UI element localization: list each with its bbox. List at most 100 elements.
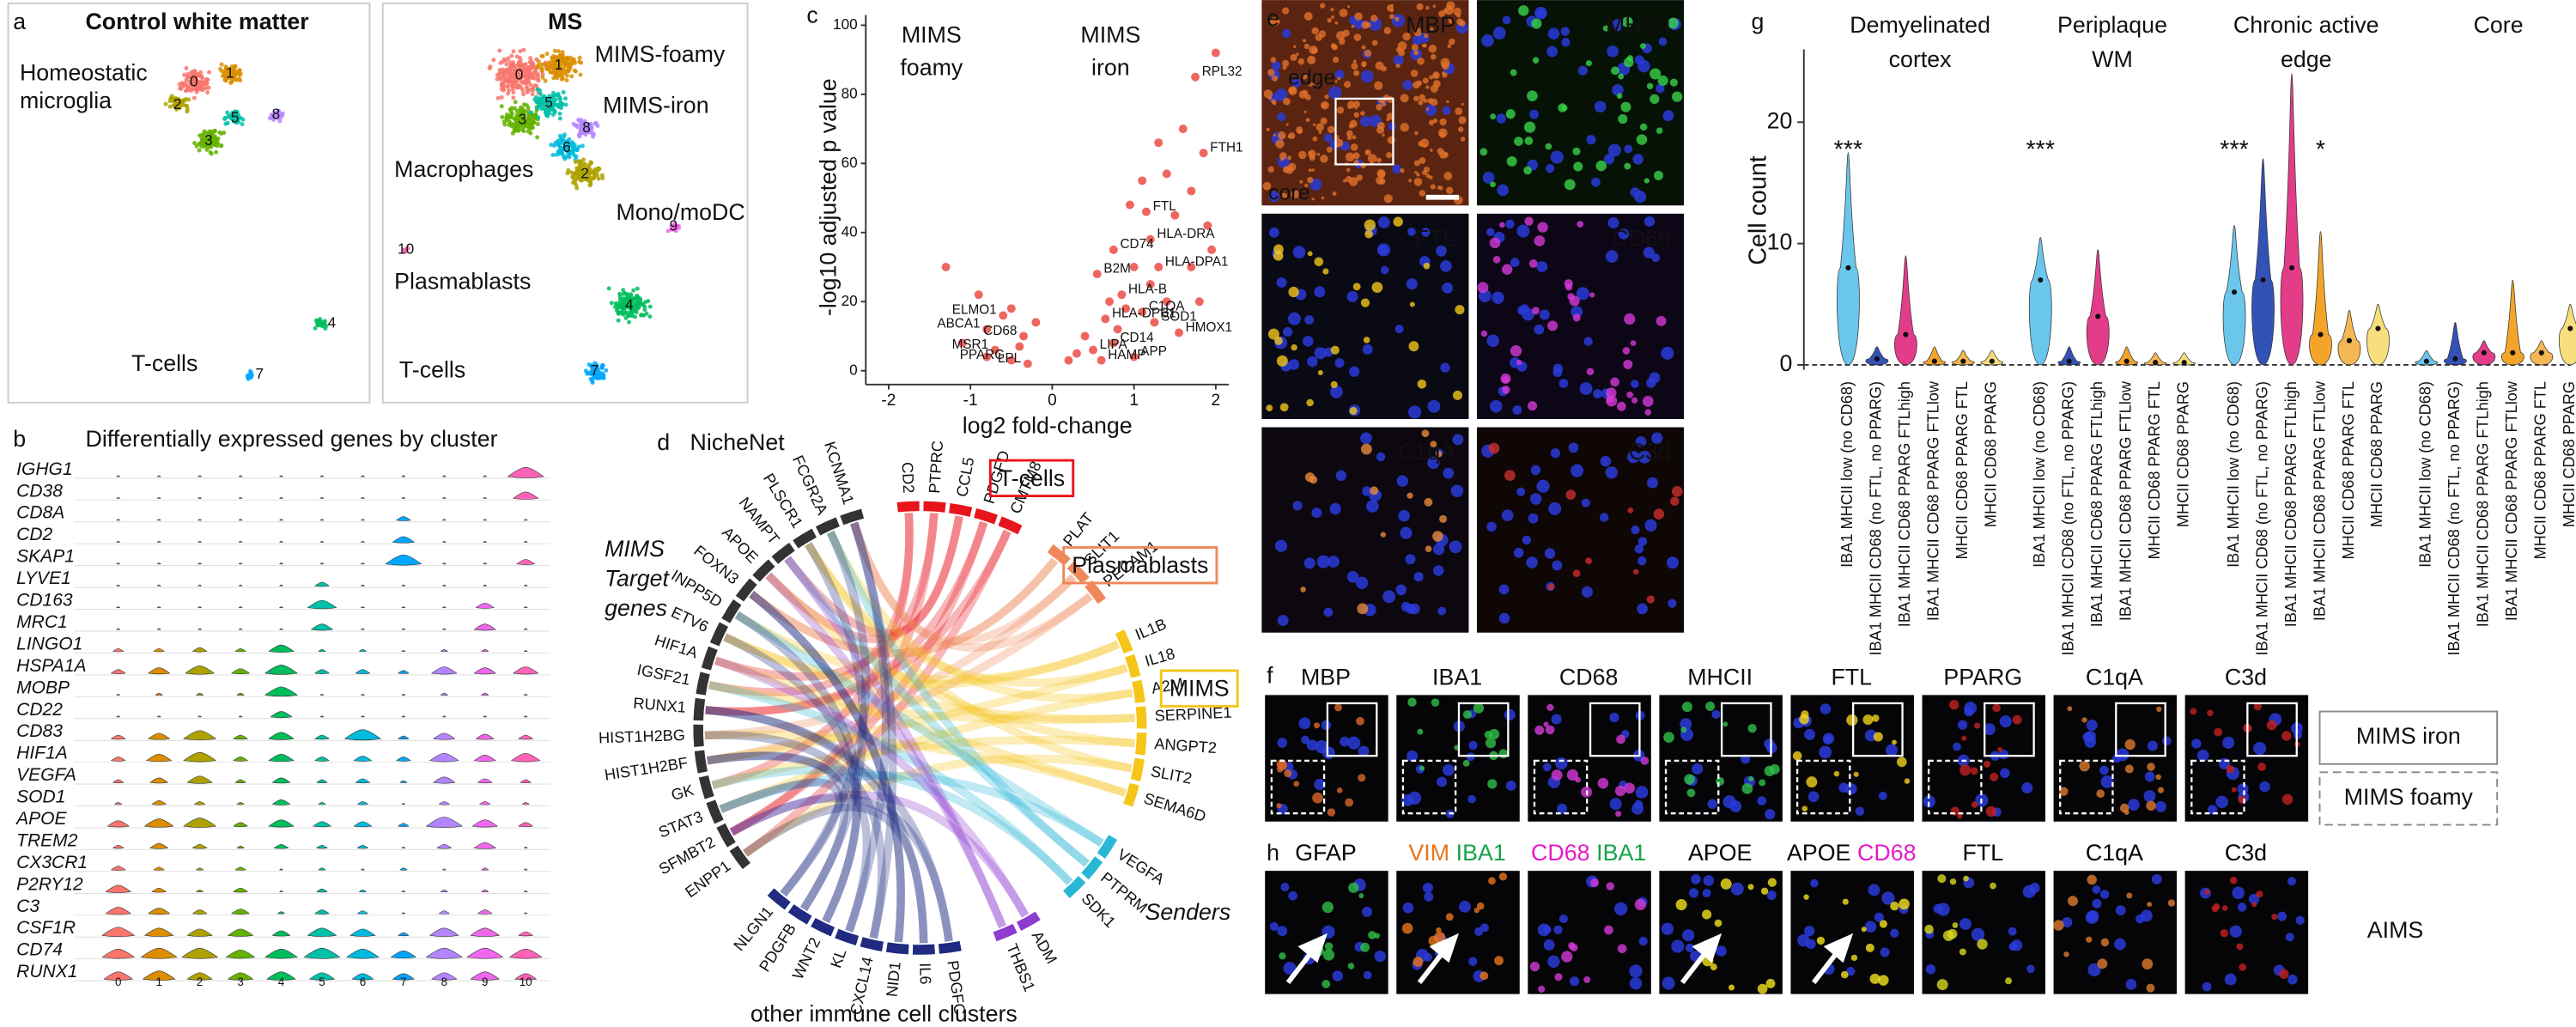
nucleus	[1685, 943, 1695, 952]
chord-arc	[923, 501, 946, 513]
stain	[1524, 216, 1534, 226]
cell-point	[271, 117, 276, 122]
cell-point	[564, 77, 569, 82]
cell-point	[538, 92, 544, 97]
stain-label: PPARG	[1943, 664, 2022, 690]
point	[1064, 356, 1073, 365]
violin	[270, 711, 293, 719]
cell-point	[535, 106, 540, 111]
stain	[1273, 101, 1277, 106]
x-tick-label: 1	[155, 975, 161, 988]
nucleus	[2115, 905, 2126, 916]
stain	[1428, 45, 1437, 53]
cell-point	[535, 135, 540, 140]
stain	[1518, 5, 1529, 16]
cell-point	[185, 71, 191, 76]
stain	[2067, 896, 2078, 907]
stain	[1321, 100, 1329, 110]
micrograph	[1477, 0, 1685, 206]
stain	[1457, 126, 1464, 132]
stain	[1381, 101, 1387, 106]
nucleus	[2099, 890, 2110, 899]
cluster-label: 0	[515, 66, 524, 83]
cell-point	[600, 371, 605, 376]
nucleus	[1878, 791, 1887, 800]
cell-point	[550, 153, 556, 158]
cell-point	[313, 325, 318, 331]
stain	[1315, 123, 1324, 131]
nucleus	[1637, 537, 1648, 546]
chord	[850, 521, 1093, 653]
stain	[2097, 958, 2108, 969]
stain	[1352, 283, 1361, 291]
nucleus	[1497, 184, 1510, 197]
stain	[1759, 779, 1766, 787]
nucleus	[1287, 312, 1301, 325]
stain	[1853, 771, 1859, 777]
nucleus	[2026, 964, 2035, 974]
cell-point	[201, 87, 206, 92]
nucleus	[1412, 35, 1423, 46]
axis-caption: genes	[605, 595, 667, 621]
cell-point	[553, 97, 558, 102]
chord	[729, 790, 1030, 918]
gene-label: C3	[16, 896, 39, 916]
cell-point	[562, 134, 567, 139]
stain	[1632, 568, 1639, 575]
violin	[2222, 225, 2246, 366]
point	[1154, 138, 1163, 148]
nucleus	[1546, 46, 1558, 58]
nucleus	[1552, 560, 1563, 571]
point	[1138, 176, 1147, 185]
point-label: HLA-DRA	[1157, 227, 1215, 241]
cell-point	[193, 74, 198, 79]
stain	[1452, 390, 1463, 400]
stain	[1899, 898, 1910, 910]
chord-arc	[1066, 561, 1090, 584]
stain	[1947, 928, 1958, 939]
stain	[1364, 49, 1372, 58]
umap-annotation: T-cells	[399, 357, 465, 383]
nucleus	[2202, 981, 2212, 992]
violin	[507, 467, 544, 478]
nucleus	[1702, 889, 1711, 898]
cell-point	[248, 370, 253, 375]
stain	[1348, 882, 1359, 893]
violin	[112, 647, 125, 653]
violin	[523, 606, 528, 609]
violin	[518, 822, 534, 828]
chord-arc	[716, 823, 736, 848]
stain	[1937, 874, 1947, 884]
cell-point	[539, 53, 544, 58]
violin	[197, 606, 203, 609]
violin	[153, 866, 166, 871]
nucleus	[1638, 936, 1648, 946]
cell-point	[526, 88, 531, 94]
significance: ***	[2220, 137, 2249, 164]
nucleus	[1440, 260, 1452, 272]
stain	[1952, 922, 1959, 928]
violin	[392, 536, 416, 544]
nucleus	[2259, 781, 2270, 793]
nucleus	[2191, 738, 2202, 749]
panel-title: NicheNet	[690, 429, 786, 455]
nucleus	[1505, 781, 1516, 791]
chord	[826, 530, 1133, 702]
stain	[1436, 927, 1442, 933]
nucleus	[1407, 405, 1422, 419]
group-label: MIMS	[1170, 676, 1230, 702]
stain	[1291, 343, 1297, 351]
gene-label: STAT3	[656, 808, 705, 842]
violin	[401, 606, 406, 609]
cluster-label: 3	[519, 110, 527, 127]
stain	[1656, 127, 1663, 135]
x-tick-label: MHCII CD68 PPARG	[1983, 381, 2000, 527]
cell-point	[569, 142, 574, 147]
stain	[1436, 451, 1443, 458]
cell-point	[574, 123, 579, 128]
nucleus	[1881, 891, 1895, 905]
chord-arc	[835, 928, 860, 945]
stain	[2147, 902, 2153, 908]
stain	[1364, 149, 1371, 156]
x-tick-label: MHCII CD68 PPARG	[2174, 381, 2191, 527]
